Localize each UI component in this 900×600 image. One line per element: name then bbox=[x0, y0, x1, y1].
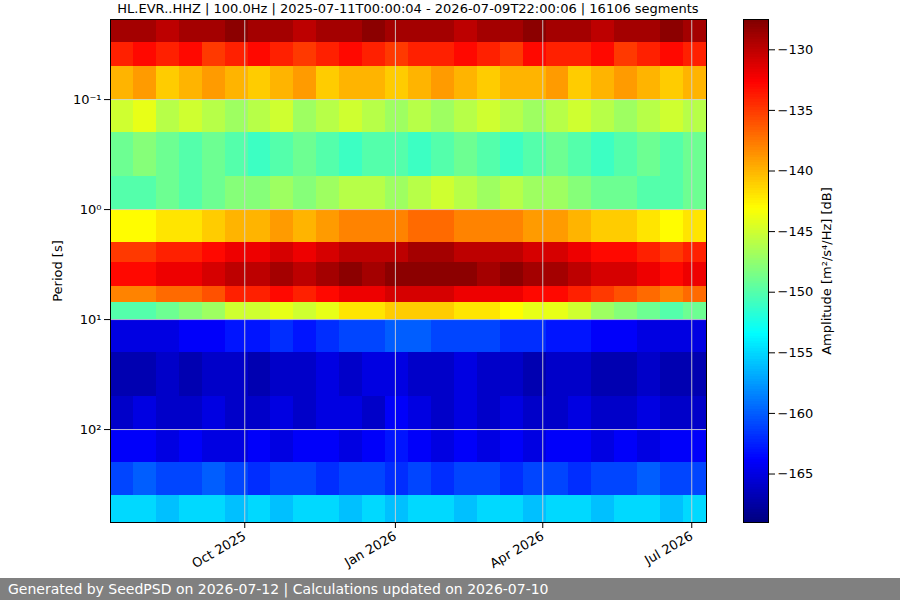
svg-text:−150: −150 bbox=[778, 284, 814, 299]
svg-text:Amplitude [m²/s⁴/Hz] [dB]: Amplitude [m²/s⁴/Hz] [dB] bbox=[819, 187, 834, 355]
svg-text:−160: −160 bbox=[778, 406, 814, 421]
svg-text:−135: −135 bbox=[778, 103, 814, 118]
svg-text:Oct 2025: Oct 2025 bbox=[189, 528, 248, 571]
svg-text:−145: −145 bbox=[778, 224, 814, 239]
svg-text:−130: −130 bbox=[778, 42, 814, 57]
svg-text:Apr 2026: Apr 2026 bbox=[487, 528, 546, 571]
svg-text:10²: 10² bbox=[80, 422, 102, 437]
svg-text:Jul 2026: Jul 2026 bbox=[641, 528, 695, 568]
html-text:Generated by SeedPSD on 2026-0: Generated by SeedPSD on 2026-07-12 | Cal… bbox=[8, 581, 549, 597]
svg-text:−155: −155 bbox=[778, 345, 814, 360]
svg-text:−165: −165 bbox=[778, 466, 814, 481]
html-text:HL.EVR..HHZ | 100.0Hz | 2025-0: HL.EVR..HHZ | 100.0Hz | 2025-07-11T00:00… bbox=[117, 1, 699, 16]
svg-text:10⁰: 10⁰ bbox=[80, 202, 102, 217]
svg-text:Period [s]: Period [s] bbox=[50, 240, 65, 302]
svg-text:10⁻¹: 10⁻¹ bbox=[73, 92, 102, 107]
svg-text:10¹: 10¹ bbox=[80, 312, 102, 327]
svg-text:−140: −140 bbox=[778, 163, 814, 178]
svg-text:Jan 2026: Jan 2026 bbox=[341, 528, 399, 570]
